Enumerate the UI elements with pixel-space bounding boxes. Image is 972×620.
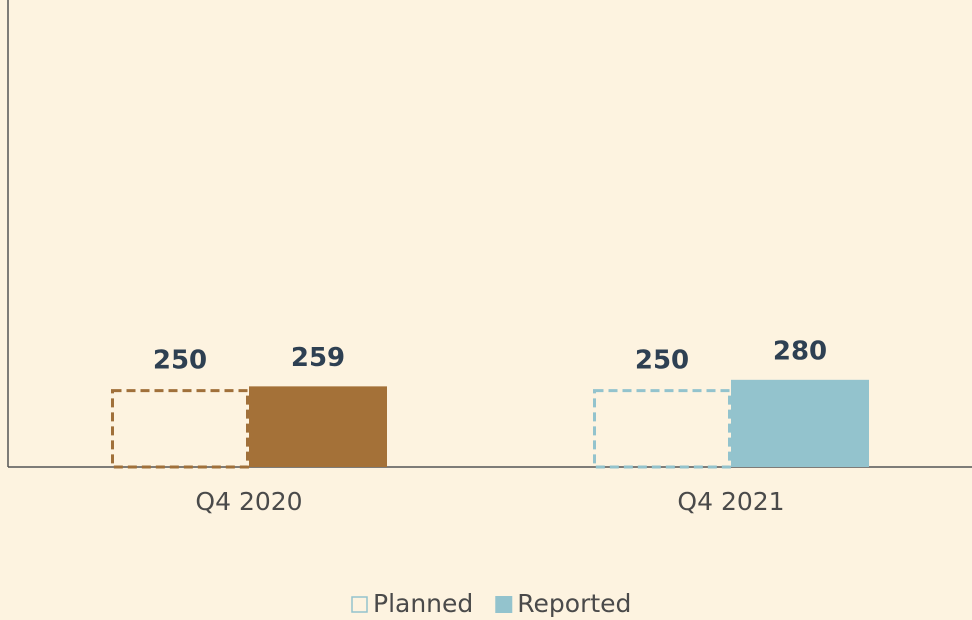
value-label: 280	[773, 336, 827, 366]
legend-label: Reported	[517, 589, 631, 618]
x-tick-label: Q4 2020	[195, 487, 302, 516]
legend-swatch	[351, 596, 368, 613]
value-label: 259	[291, 343, 345, 373]
bar	[249, 386, 387, 467]
bar	[111, 389, 249, 469]
value-label: 250	[153, 346, 207, 376]
bar	[731, 379, 869, 467]
legend-label: Planned	[373, 589, 473, 618]
bar	[593, 389, 731, 469]
x-tick-label: Q4 2021	[677, 487, 784, 516]
value-label: 250	[635, 346, 689, 376]
legend-swatch	[495, 596, 513, 613]
